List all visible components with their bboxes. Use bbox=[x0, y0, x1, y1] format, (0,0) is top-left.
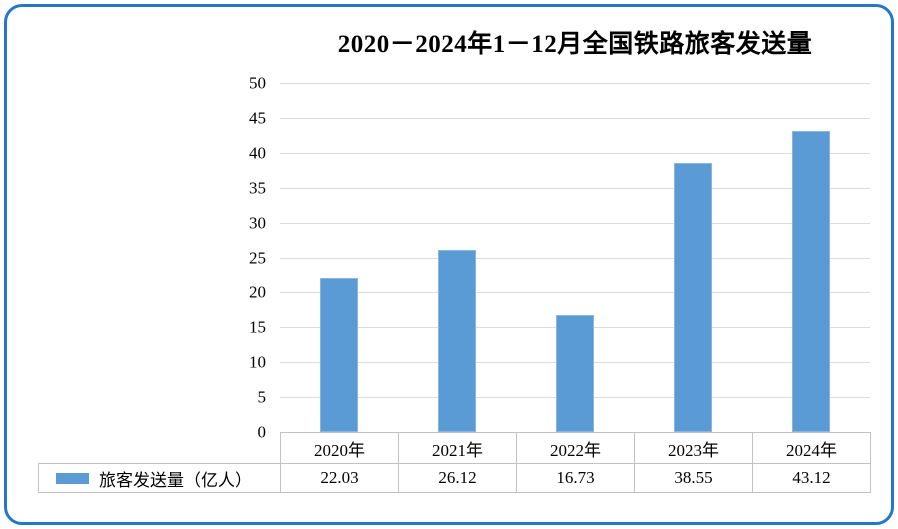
y-tick-label-15: 15 bbox=[249, 317, 266, 337]
legend-swatch bbox=[56, 472, 89, 484]
bar-2022年 bbox=[556, 315, 594, 432]
table-year-cell-2023年: 2023年 bbox=[634, 432, 752, 463]
table-value-cell-2021年: 26.12 bbox=[398, 463, 516, 493]
y-tick-label-25: 25 bbox=[249, 248, 266, 267]
y-tick-label-30: 30 bbox=[249, 213, 266, 233]
y-tick-label-50: 50 bbox=[249, 73, 266, 93]
chart-title: 2020－2024年1－12月全国铁路旅客发送量 bbox=[337, 31, 813, 58]
legend-cell: 旅客发送量（亿人） bbox=[38, 463, 280, 493]
table-value-cell-2023年: 38.55 bbox=[634, 463, 752, 493]
table-value-cell-2022年: 16.73 bbox=[516, 463, 634, 493]
gridline-35 bbox=[280, 187, 870, 189]
plot-area bbox=[280, 83, 870, 432]
table-value-cell-2020年: 22.03 bbox=[280, 463, 398, 493]
y-tick-label-10: 10 bbox=[249, 352, 266, 372]
table-year-cell-2020年: 2020年 bbox=[280, 432, 398, 463]
bar-2024年 bbox=[792, 131, 830, 432]
y-tick-label-45: 45 bbox=[249, 108, 266, 128]
gridline-50 bbox=[280, 83, 870, 84]
bar-2023年 bbox=[674, 162, 712, 432]
table-year-cell-2021年: 2021年 bbox=[398, 432, 516, 463]
table-value-cell-2024年: 43.12 bbox=[752, 463, 871, 493]
bar-2021年 bbox=[438, 249, 476, 432]
y-tick-label-40: 40 bbox=[249, 143, 266, 163]
table-year-cell-2024年: 2024年 bbox=[752, 432, 871, 463]
gridline-25 bbox=[280, 257, 870, 259]
legend-label: 旅客发送量（亿人） bbox=[99, 470, 252, 490]
bar-2020年 bbox=[320, 278, 358, 432]
gridline-45 bbox=[280, 117, 870, 119]
table-year-cell-2022年: 2022年 bbox=[516, 432, 634, 463]
gridline-40 bbox=[280, 152, 870, 154]
gridline-20 bbox=[280, 292, 870, 294]
y-tick-label-20: 20 bbox=[249, 282, 266, 302]
y-tick-label-0: 0 bbox=[257, 422, 267, 442]
y-tick-label-35: 35 bbox=[249, 178, 266, 198]
gridline-30 bbox=[280, 222, 870, 224]
y-tick-label-5: 5 bbox=[257, 387, 267, 407]
